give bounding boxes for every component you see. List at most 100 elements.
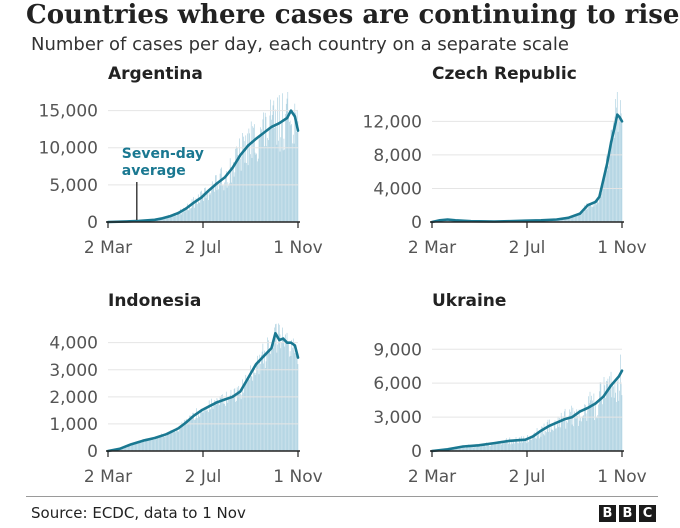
y-tick-label: 8,000: [373, 146, 422, 166]
daily-case-bar: [573, 215, 574, 222]
daily-case-bar: [556, 424, 558, 451]
daily-case-bar: [556, 428, 557, 451]
daily-case-bar: [129, 445, 131, 451]
daily-case-bar: [208, 200, 209, 222]
daily-case-bar: [557, 416, 559, 451]
daily-case-bar: [192, 412, 194, 451]
daily-case-bar: [484, 445, 486, 451]
daily-case-bar: [282, 339, 284, 451]
daily-case-bar: [498, 443, 500, 451]
daily-case-bar: [151, 439, 152, 451]
daily-case-bar: [268, 350, 270, 451]
daily-case-bar: [548, 431, 550, 451]
daily-case-bar: [588, 403, 590, 451]
daily-case-bar: [582, 415, 584, 451]
daily-case-bar: [292, 143, 293, 222]
daily-case-bar: [187, 203, 188, 222]
daily-case-bar: [567, 217, 569, 222]
chart-panel-ukraine: Ukraine 0 3,000 6,000 9,000 2 Mar 2 Jul 1 Nov: [373, 291, 646, 487]
daily-case-bar: [268, 340, 269, 451]
daily-case-bar: [254, 374, 256, 451]
daily-case-bar: [575, 418, 577, 451]
daily-case-bar: [163, 436, 165, 451]
daily-case-bar: [166, 436, 167, 451]
daily-case-bar: [487, 444, 489, 451]
daily-case-bar: [616, 92, 618, 222]
daily-case-bar: [507, 443, 509, 451]
daily-case-bar: [190, 415, 191, 451]
daily-case-bar: [289, 351, 291, 451]
daily-case-bar: [559, 417, 560, 451]
daily-case-bar: [197, 413, 199, 451]
daily-case-bar: [259, 354, 261, 451]
daily-case-bar: [222, 394, 223, 451]
daily-case-bar: [609, 388, 611, 451]
daily-case-bar: [191, 419, 193, 451]
y-tick-label: 12,000: [363, 112, 422, 132]
daily-case-bar: [161, 433, 162, 451]
daily-case-bar: [141, 442, 143, 451]
daily-case-bar: [609, 141, 611, 222]
daily-case-bar: [203, 411, 205, 451]
daily-case-bar: [249, 379, 250, 451]
daily-case-bar: [297, 121, 299, 222]
daily-case-bar: [589, 391, 591, 451]
daily-case-bar: [258, 139, 260, 222]
daily-case-bar: [208, 412, 209, 451]
daily-case-bar: [583, 415, 585, 451]
daily-case-bar: [275, 126, 277, 222]
daily-case-bar: [610, 130, 612, 222]
daily-case-bar: [180, 214, 182, 222]
daily-case-bar: [579, 420, 581, 451]
daily-case-bar: [291, 124, 293, 222]
daily-case-bar: [261, 129, 262, 222]
daily-case-bar: [517, 442, 518, 451]
daily-case-bar: [471, 445, 472, 451]
daily-case-bar: [558, 426, 560, 451]
daily-case-bar: [261, 355, 262, 451]
x-tick-label: 2 Mar: [408, 467, 456, 487]
daily-case-bar: [569, 216, 571, 222]
daily-case-bar: [480, 444, 482, 451]
daily-case-bar: [130, 443, 131, 451]
daily-case-bar: [482, 445, 483, 451]
y-tick-label: 0: [87, 442, 98, 462]
daily-case-bar: [612, 135, 613, 222]
daily-case-bar: [516, 439, 518, 451]
daily-case-bar: [225, 391, 227, 451]
daily-case-bar: [176, 427, 177, 451]
daily-case-bar: [618, 117, 620, 222]
daily-case-bar: [602, 180, 604, 222]
daily-case-bar: [567, 422, 568, 451]
daily-case-bar: [196, 408, 198, 451]
daily-case-bar: [576, 409, 578, 451]
daily-case-bar: [500, 441, 501, 451]
daily-case-bar: [576, 214, 578, 222]
daily-case-bar: [263, 112, 264, 222]
daily-case-bar: [587, 410, 588, 451]
daily-case-bar: [218, 184, 220, 222]
daily-case-bar: [508, 442, 510, 451]
daily-case-bar: [146, 438, 148, 451]
daily-case-bar: [175, 432, 176, 451]
daily-case-bar: [201, 410, 203, 451]
daily-case-bar: [613, 397, 615, 451]
daily-case-bar: [211, 181, 213, 222]
daily-case-bar: [207, 193, 208, 222]
daily-case-bar: [218, 405, 220, 451]
daily-case-bar: [189, 415, 190, 451]
daily-case-bar: [285, 103, 287, 222]
chart-subtitle: Number of cases per day, each country on…: [31, 34, 569, 55]
daily-case-bar: [568, 415, 570, 451]
daily-case-bar: [591, 206, 592, 222]
daily-case-bar: [535, 437, 536, 451]
daily-case-bar: [248, 375, 250, 451]
daily-case-bar: [579, 214, 581, 222]
daily-case-bar: [170, 429, 172, 451]
daily-case-bar: [475, 447, 477, 451]
panel-title: Argentina: [108, 64, 203, 84]
daily-case-bar: [607, 162, 609, 222]
daily-case-bar: [200, 191, 201, 222]
daily-case-bar: [186, 208, 187, 222]
daily-case-bar: [240, 399, 242, 451]
